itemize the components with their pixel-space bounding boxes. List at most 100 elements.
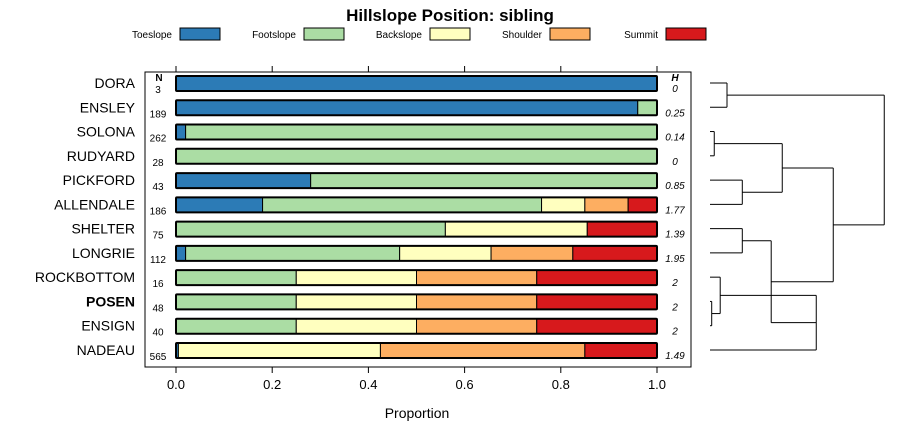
bar-row-pickford (175, 172, 658, 190)
legend-swatch-summit (665, 27, 707, 41)
n-value-solona: 262 (150, 134, 167, 145)
row-label-solona: SOLONA (77, 124, 136, 140)
bar-row-allendale (175, 196, 658, 214)
bars (175, 75, 658, 359)
bar-ensign-summit (536, 318, 658, 335)
bar-pickford-toeslope (175, 172, 312, 189)
h-value-rockbottom: 2 (671, 278, 678, 289)
bar-ensign-footslope (175, 318, 297, 335)
bar-rockbottom-summit (536, 269, 658, 286)
x-tick-label-3: 0.6 (456, 377, 474, 392)
bar-shelter-summit (586, 221, 658, 238)
bar-outline-nadeau (175, 341, 658, 359)
n-value-shelter: 75 (152, 231, 164, 242)
bar-row-ensign (175, 317, 658, 335)
h-value-shelter: 1.39 (665, 230, 685, 241)
x-tick-label-1: 0.2 (263, 377, 281, 392)
row-label-ensign: ENSIGN (81, 318, 135, 334)
bar-row-nadeau (175, 341, 658, 359)
bar-outline-pickford (175, 172, 658, 190)
legend-label-summit: Summit (624, 30, 658, 41)
n-value-allendale: 186 (150, 206, 167, 217)
bar-posen-summit (536, 293, 658, 310)
bar-outline-rudyard (175, 147, 658, 165)
bar-outline-solona (175, 123, 658, 141)
row-label-dora: DORA (95, 75, 136, 91)
bar-row-rockbottom (175, 269, 658, 287)
h-value-pickford: 0.85 (665, 181, 685, 192)
bar-nadeau-backslope (177, 342, 381, 359)
bar-rockbottom-footslope (175, 269, 297, 286)
n-value-pickford: 43 (152, 182, 164, 193)
bar-outline-allendale (175, 196, 658, 214)
bar-dora-toeslope (175, 75, 658, 92)
row-label-pickford: PICKFORD (63, 172, 135, 188)
bar-rockbottom-backslope (295, 269, 417, 286)
n-value-posen: 48 (152, 303, 164, 314)
n-value-longrie: 112 (150, 255, 166, 266)
x-axis: 0.0 0.2 0.4 0.6 0.8 1.0 (167, 66, 666, 392)
row-label-rudyard: RUDYARD (67, 148, 135, 164)
bar-ensign-backslope (295, 318, 417, 335)
n-value-rockbottom: 16 (152, 279, 164, 290)
bar-outline-ensign (175, 317, 658, 335)
legend-label-backslope: Backslope (376, 30, 423, 41)
h-value-posen: 2 (671, 302, 678, 313)
n-header: N (155, 73, 162, 84)
n-value-nadeau: 565 (150, 352, 167, 363)
bar-ensley-toeslope (175, 99, 639, 116)
bar-row-ensley (175, 99, 658, 117)
h-value-solona: 0.14 (665, 133, 685, 144)
x-tick-label-5: 1.0 (648, 377, 666, 392)
legend-swatch-footslope (303, 27, 345, 41)
dendrogram (710, 82, 885, 351)
bar-row-solona (175, 123, 658, 141)
bar-longrie-footslope (185, 245, 401, 262)
row-label-nadeau: NADEAU (77, 342, 135, 358)
bar-solona-footslope (185, 124, 658, 141)
bar-longrie-summit (572, 245, 658, 262)
h-value-rudyard: 0 (672, 157, 678, 168)
bar-outline-rockbottom (175, 269, 658, 287)
h-value-dora: 0 (672, 84, 678, 95)
bar-outline-longrie (175, 244, 658, 262)
n-value-ensign: 40 (152, 328, 164, 339)
row-label-longrie: LONGRIE (72, 245, 135, 261)
legend-swatch-shoulder (549, 27, 591, 41)
bar-posen-shoulder (416, 293, 538, 310)
bar-allendale-summit (627, 196, 658, 213)
bar-rockbottom-shoulder (416, 269, 538, 286)
bar-outline-dora (175, 75, 658, 92)
n-value-dora: 3 (155, 85, 161, 96)
row-label-rockbottom: ROCKBOTTOM (35, 269, 135, 285)
chart-title: Hillslope Position: sibling (346, 6, 554, 25)
bar-longrie-backslope (399, 245, 492, 262)
h-value-ensley: 0.25 (665, 108, 685, 119)
n-value-rudyard: 28 (152, 158, 164, 169)
legend-swatch-backslope (429, 27, 471, 41)
n-value-ensley: 189 (150, 109, 167, 120)
bar-outline-shelter (175, 220, 658, 238)
bar-allendale-backslope (541, 196, 586, 213)
h-header: H (671, 73, 679, 84)
bar-outline-ensley (175, 99, 658, 117)
h-value-nadeau: 1.49 (665, 351, 685, 362)
bar-outline-posen (175, 293, 658, 311)
legend-label-toeslope: Toeslope (132, 30, 172, 41)
bar-pickford-footslope (310, 172, 658, 189)
x-tick-label-4: 0.8 (552, 377, 570, 392)
bar-row-longrie (175, 244, 658, 262)
h-value-allendale: 1.77 (665, 205, 685, 216)
legend: Toeslope Footslope Backslope Shoulder Summit (132, 27, 707, 41)
row-labels: DORA 3 0 ENSLEY 189 0.25 SOLONA 262 0.14 RUDYARD 2… (35, 75, 685, 363)
bar-row-dora (175, 75, 658, 92)
row-label-posen: POSEN (86, 293, 135, 309)
bar-nadeau-summit (584, 342, 658, 359)
bar-longrie-shoulder (490, 245, 574, 262)
h-value-ensign: 2 (671, 327, 678, 338)
x-tick-label-2: 0.4 (359, 377, 377, 392)
bar-row-rudyard (175, 147, 658, 165)
legend-label-footslope: Footslope (252, 30, 296, 41)
legend-label-shoulder: Shoulder (502, 30, 543, 41)
